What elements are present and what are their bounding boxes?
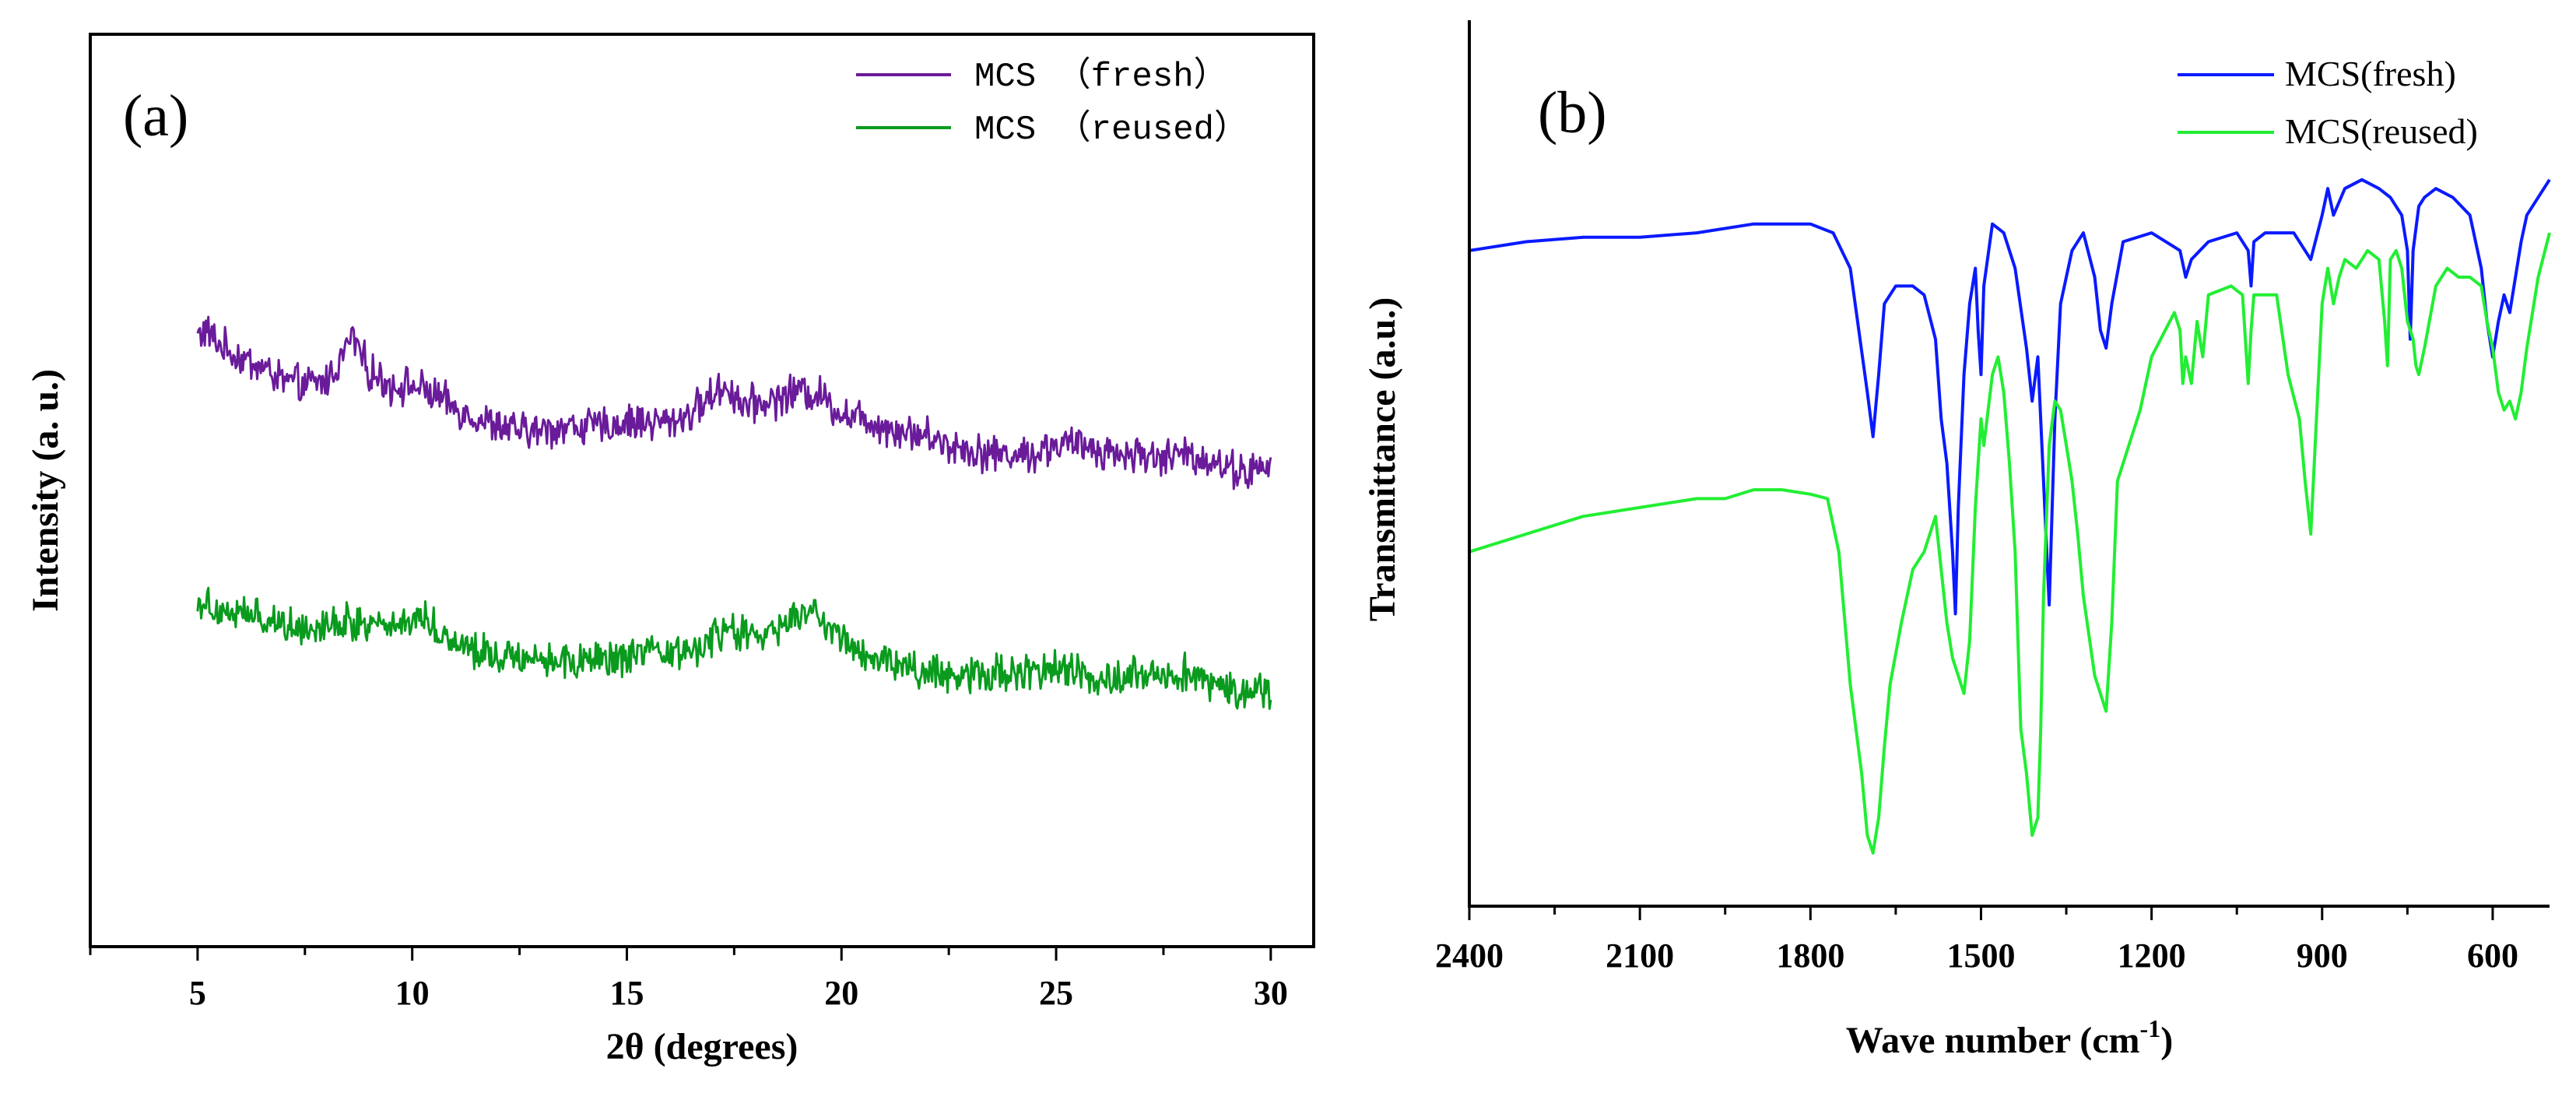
panel-b-series-line-0 [1469, 177, 2551, 616]
panel-a-plot-frame [89, 33, 1315, 948]
panel-a-label: (a) [123, 83, 188, 149]
panel-a-x-tick-label: 20 [824, 974, 858, 1012]
panel-b-series-line-1 [1469, 232, 2551, 855]
panel-a-series-line-1 [196, 586, 1272, 710]
panel-a-x-tick-label: 10 [395, 974, 430, 1012]
panel-b-x-tick-label: 2400 [1435, 937, 1504, 975]
panel-b-x-tick-label: 900 [2297, 937, 2348, 975]
panel-b-x-axis-label: Wave number (cm-1) [1846, 1014, 2173, 1061]
panel-b-x-tick-label: 1800 [1776, 937, 1844, 975]
panel-a-x-tick-label: 5 [189, 974, 206, 1012]
panel-a-legend-label-1: MCS （reused） [974, 109, 1248, 149]
panel-b-legend-label-0: MCS(fresh) [2285, 54, 2456, 93]
panel-b-y-axis-label: Transmittance (a.u.) [1362, 297, 1403, 621]
panel-a-x-ticks: 5 10 15 20 25 30 [89, 947, 1288, 1012]
panel-b-x-tick-label: 1200 [2118, 937, 2186, 975]
panel-a-series-line-0 [196, 315, 1272, 490]
panel-b-series-group [1469, 177, 2551, 855]
panel-b-legend-label-1: MCS(reused) [2285, 111, 2478, 151]
panel-a-y-axis-label: Intensity (a. u.) [25, 369, 66, 612]
panel-a-series-group [196, 315, 1272, 710]
panel-a-x-tick-label: 15 [609, 974, 644, 1012]
panel-a-x-tick-label: 30 [1254, 974, 1288, 1012]
panel-b-legend: MCS(fresh) MCS(reused) [2178, 54, 2478, 151]
panel-b-x-tick-label: 600 [2467, 937, 2518, 975]
panel-a-legend-label-0: MCS （fresh） [974, 56, 1228, 97]
panel-b-chart: 2400 2100 1800 1500 1200 900 600 (b) MCS(fresh… [1362, 20, 2551, 1061]
panel-b-x-ticks: 2400 2100 1800 1500 1200 900 600 [1435, 906, 2518, 975]
panel-b-x-tick-label: 1500 [1946, 937, 2015, 975]
panel-b-label: (b) [1538, 80, 1607, 146]
panel-a-x-axis-label: 2θ (degrees) [606, 1026, 798, 1067]
panel-b-x-tick-label: 2100 [1606, 937, 1674, 975]
panel-a-x-tick-label: 25 [1039, 974, 1073, 1012]
panel-a-legend: MCS （fresh） MCS （reused） [856, 56, 1248, 149]
panel-a-chart: 5 10 15 20 25 30 (a) MCS （fresh）MCS （reused） … [25, 33, 1315, 1067]
